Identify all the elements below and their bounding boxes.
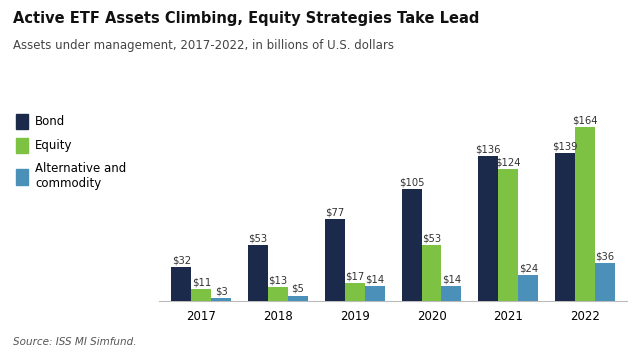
Text: $164: $164 [572,115,598,125]
Bar [345,283,365,301]
Text: $77: $77 [325,207,344,217]
Text: $53: $53 [422,233,441,243]
Text: $5: $5 [292,284,305,294]
Text: $3: $3 [215,286,228,296]
Text: Source: ISS MI Simfund.: Source: ISS MI Simfund. [13,337,136,347]
Bar [365,286,385,301]
Text: $36: $36 [595,251,614,261]
Text: $136: $136 [476,145,501,155]
Bar [172,267,191,301]
Bar [401,189,422,301]
Text: Active ETF Assets Climbing, Equity Strategies Take Lead: Active ETF Assets Climbing, Equity Strat… [13,11,479,25]
Text: $11: $11 [191,278,211,287]
Text: $24: $24 [518,264,538,274]
Text: $32: $32 [172,255,191,266]
Text: Assets under management, 2017-2022, in billions of U.S. dollars: Assets under management, 2017-2022, in b… [13,39,394,52]
Text: $124: $124 [495,158,521,168]
Text: $17: $17 [345,271,364,281]
Text: $14: $14 [442,274,461,285]
Bar [555,153,575,301]
Bar [288,296,308,301]
Legend: Bond, Equity, Alternative and
commodity: Bond, Equity, Alternative and commodity [12,109,131,195]
Bar [499,169,518,301]
Bar [422,245,442,301]
Bar [575,127,595,301]
Text: $14: $14 [365,274,384,285]
Bar [191,289,211,301]
Bar [518,275,538,301]
Bar [478,156,499,301]
Bar [595,263,615,301]
Text: $53: $53 [248,233,268,243]
Bar [442,286,461,301]
Bar [325,219,345,301]
Bar [268,287,288,301]
Text: $139: $139 [552,142,578,152]
Bar [248,245,268,301]
Text: $105: $105 [399,178,424,188]
Text: $13: $13 [268,275,287,285]
Bar [211,298,231,301]
